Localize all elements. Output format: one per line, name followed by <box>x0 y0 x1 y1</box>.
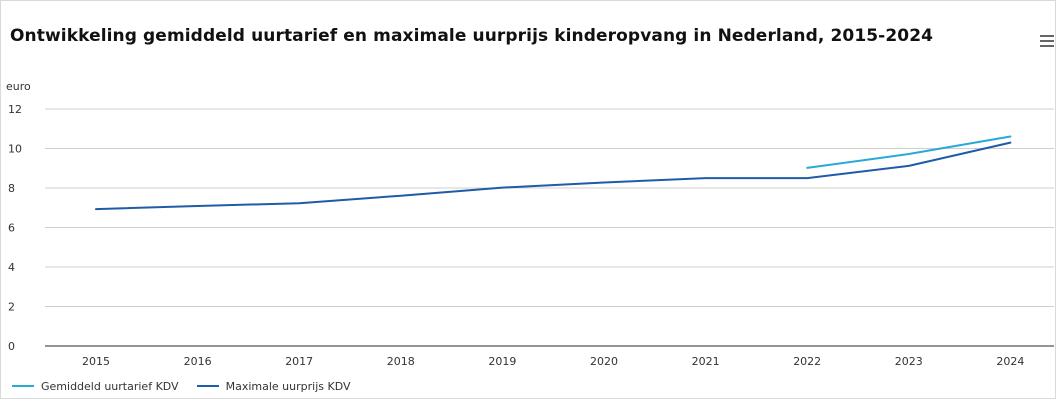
x-tick-label: 2015 <box>82 355 110 368</box>
x-tick-label: 2021 <box>692 355 720 368</box>
legend-label: Gemiddeld uurtarief KDV <box>41 379 179 393</box>
x-tick-label: 2024 <box>996 355 1024 368</box>
x-tick-label: 2023 <box>895 355 923 368</box>
y-tick-label: 8 <box>8 182 15 195</box>
hamburger-menu-icon[interactable] <box>1040 35 1054 47</box>
y-tick-label: 0 <box>8 340 15 353</box>
x-tick-label: 2016 <box>184 355 212 368</box>
y-tick-label: 2 <box>8 301 15 314</box>
x-tick-label: 2017 <box>285 355 313 368</box>
legend-item-gemiddeld[interactable]: Gemiddeld uurtarief KDV <box>12 380 179 393</box>
y-tick-label: 10 <box>8 143 22 156</box>
legend-swatch <box>196 385 219 387</box>
legend-label: Maximale uurprijs KDV <box>225 379 351 393</box>
y-tick-label: 6 <box>8 222 15 235</box>
x-tick-label: 2022 <box>793 355 821 368</box>
y-tick-label: 4 <box>8 261 15 274</box>
chart-title: Ontwikkeling gemiddeld uurtarief en maxi… <box>10 26 934 46</box>
y-axis-label: euro <box>6 80 31 93</box>
x-tick-label: 2019 <box>488 355 516 368</box>
legend-item-maximale[interactable]: Maximale uurprijs KDV <box>196 379 351 393</box>
chart-legend: Gemiddeld uurtarief KDV Maximale uurprij… <box>12 378 369 394</box>
x-tick-label: 2018 <box>387 355 415 368</box>
series-line-maximale-uurprijs[interactable] <box>95 141 1012 211</box>
y-tick-label: 12 <box>8 103 22 116</box>
legend-swatch <box>12 385 34 387</box>
series-line-gemiddeld-uurtarief[interactable] <box>806 135 1012 169</box>
x-tick-label: 2020 <box>590 355 618 368</box>
